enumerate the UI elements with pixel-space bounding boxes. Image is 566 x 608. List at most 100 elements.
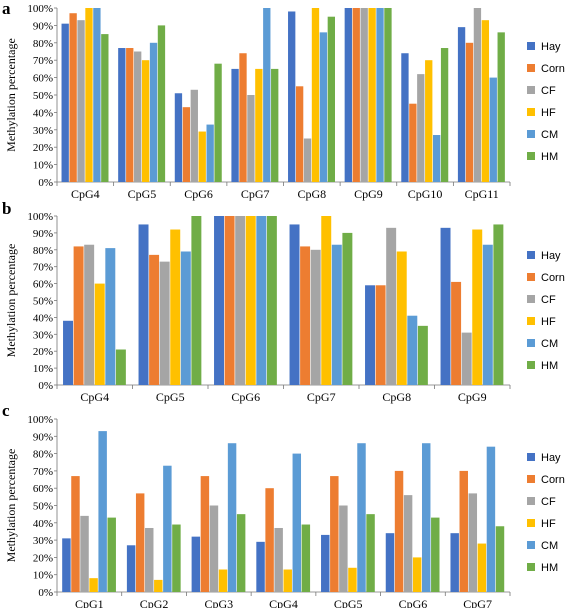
legend-swatch <box>527 152 535 160</box>
bar-corn-cpg5 <box>126 48 134 182</box>
bar-hay-cpg4 <box>63 320 74 385</box>
bar-corn-cpg6 <box>182 107 191 182</box>
x-tick-label: CpG7 <box>307 390 336 404</box>
y-tick-label: 20% <box>33 346 53 358</box>
legend-swatch <box>527 86 535 94</box>
y-tick-label: 10% <box>33 160 53 172</box>
legend-swatch <box>527 130 535 138</box>
bar-hm-cpg5 <box>191 216 202 385</box>
bar-cm-cpg8 <box>319 32 328 182</box>
legend-swatch <box>527 339 535 347</box>
x-tick-label: CpG3 <box>204 597 233 608</box>
bar-corn-cpg5 <box>330 476 339 592</box>
y-tick-label: 40% <box>33 518 53 530</box>
y-tick-label: 90% <box>33 20 53 32</box>
legend: Hay Corn CF HF CM HM <box>527 452 565 574</box>
bar-corn-cpg2 <box>135 493 145 592</box>
bar-hm-cpg6 <box>431 517 440 592</box>
y-tick-label: 10% <box>33 570 53 582</box>
bar-hf-cpg5 <box>141 60 150 183</box>
bar-cf-cpg8 <box>303 138 312 182</box>
bar-cm-cpg5 <box>357 443 366 592</box>
bar-cf-cpg3 <box>209 505 219 592</box>
x-tick-label: CpG10 <box>408 187 443 201</box>
legend-swatch <box>527 64 535 72</box>
y-tick-label: 30% <box>33 125 53 137</box>
bar-cm-cpg6 <box>256 216 267 385</box>
bar-cf-cpg6 <box>190 89 198 182</box>
bar-cf-cpg4 <box>77 20 85 183</box>
bar-corn-cpg11 <box>465 42 474 182</box>
bar-corn-cpg9 <box>451 281 462 385</box>
y-tick-label: 30% <box>33 535 53 547</box>
bar-cf-cpg1 <box>80 515 89 592</box>
y-tick-label: 70% <box>33 262 53 274</box>
y-tick-label: 90% <box>33 431 53 443</box>
legend: Hay Corn CF HF CM HM <box>527 41 565 163</box>
bar-cm-cpg4 <box>292 453 302 592</box>
y-tick-label: 80% <box>33 245 53 257</box>
bar-cf-cpg6 <box>403 495 413 592</box>
legend-swatch <box>527 273 535 281</box>
y-axis-title: Methylation percentage <box>4 449 18 563</box>
bar-hf-cpg10 <box>425 60 433 183</box>
x-tick-label: CpG9 <box>354 187 383 201</box>
bar-cm-cpg9 <box>482 244 493 385</box>
legend-swatch <box>527 317 535 325</box>
bar-cf-cpg4 <box>84 244 95 385</box>
x-tick-label: CpG5 <box>334 597 363 608</box>
bar-cm-cpg5 <box>180 251 191 385</box>
bar-cf-cpg8 <box>386 227 397 385</box>
y-tick-label: 100% <box>27 211 53 223</box>
bar-hf-cpg2 <box>154 579 163 592</box>
bar-cf-cpg7 <box>247 95 255 182</box>
bar-hm-cpg4 <box>115 349 126 385</box>
x-tick-label: CpG9 <box>458 390 487 404</box>
y-tick-label: 50% <box>33 501 53 513</box>
panel-letter: c <box>2 401 10 420</box>
bar-hay-cpg4 <box>61 23 69 182</box>
bar-hm-cpg1 <box>107 517 116 592</box>
panel-letter: b <box>2 199 11 218</box>
bar-corn-cpg1 <box>71 476 80 592</box>
bar-hm-cpg9 <box>493 224 504 385</box>
y-tick-label: 30% <box>33 329 53 341</box>
bar-cm-cpg6 <box>421 443 431 592</box>
legend-label: CF <box>541 294 556 306</box>
bar-cf-cpg11 <box>473 8 482 182</box>
bar-cm-cpg9 <box>376 8 384 182</box>
x-tick-label: CpG6 <box>231 390 260 404</box>
legend-label: Corn <box>541 63 565 75</box>
y-tick-label: 70% <box>33 466 53 478</box>
bar-hf-cpg7 <box>255 68 263 182</box>
bar-hm-cpg7 <box>342 232 353 385</box>
bar-hf-cpg9 <box>472 229 483 385</box>
bar-cm-cpg4 <box>93 8 101 182</box>
y-tick-label: 20% <box>33 552 53 564</box>
bar-corn-cpg6 <box>394 470 404 592</box>
legend-label: HM <box>541 151 558 163</box>
y-tick-label: 90% <box>33 228 53 240</box>
bar-hay-cpg5 <box>118 48 126 182</box>
bar-cm-cpg7 <box>486 446 496 592</box>
bar-corn-cpg5 <box>149 254 160 385</box>
bar-corn-cpg8 <box>375 285 386 385</box>
legend-label: HM <box>541 360 558 372</box>
y-axis-title: Methylation percentage <box>4 38 18 152</box>
bar-cf-cpg2 <box>145 527 154 592</box>
bar-hf-cpg5 <box>348 567 357 592</box>
y-tick-label: 40% <box>33 107 53 119</box>
bar-hf-cpg5 <box>170 229 181 385</box>
bar-cm-cpg7 <box>331 244 342 385</box>
y-tick-label: 70% <box>33 55 53 67</box>
y-tick-label: 20% <box>33 142 53 154</box>
x-tick-label: CpG8 <box>382 390 411 404</box>
y-tick-label: 0% <box>38 587 53 599</box>
bar-hm-cpg7 <box>271 68 279 182</box>
y-tick-label: 0% <box>38 177 53 189</box>
bar-hf-cpg3 <box>218 569 228 592</box>
bar-hf-cpg4 <box>85 8 93 182</box>
bar-hay-cpg7 <box>450 533 459 592</box>
legend-label: CF <box>541 496 556 508</box>
